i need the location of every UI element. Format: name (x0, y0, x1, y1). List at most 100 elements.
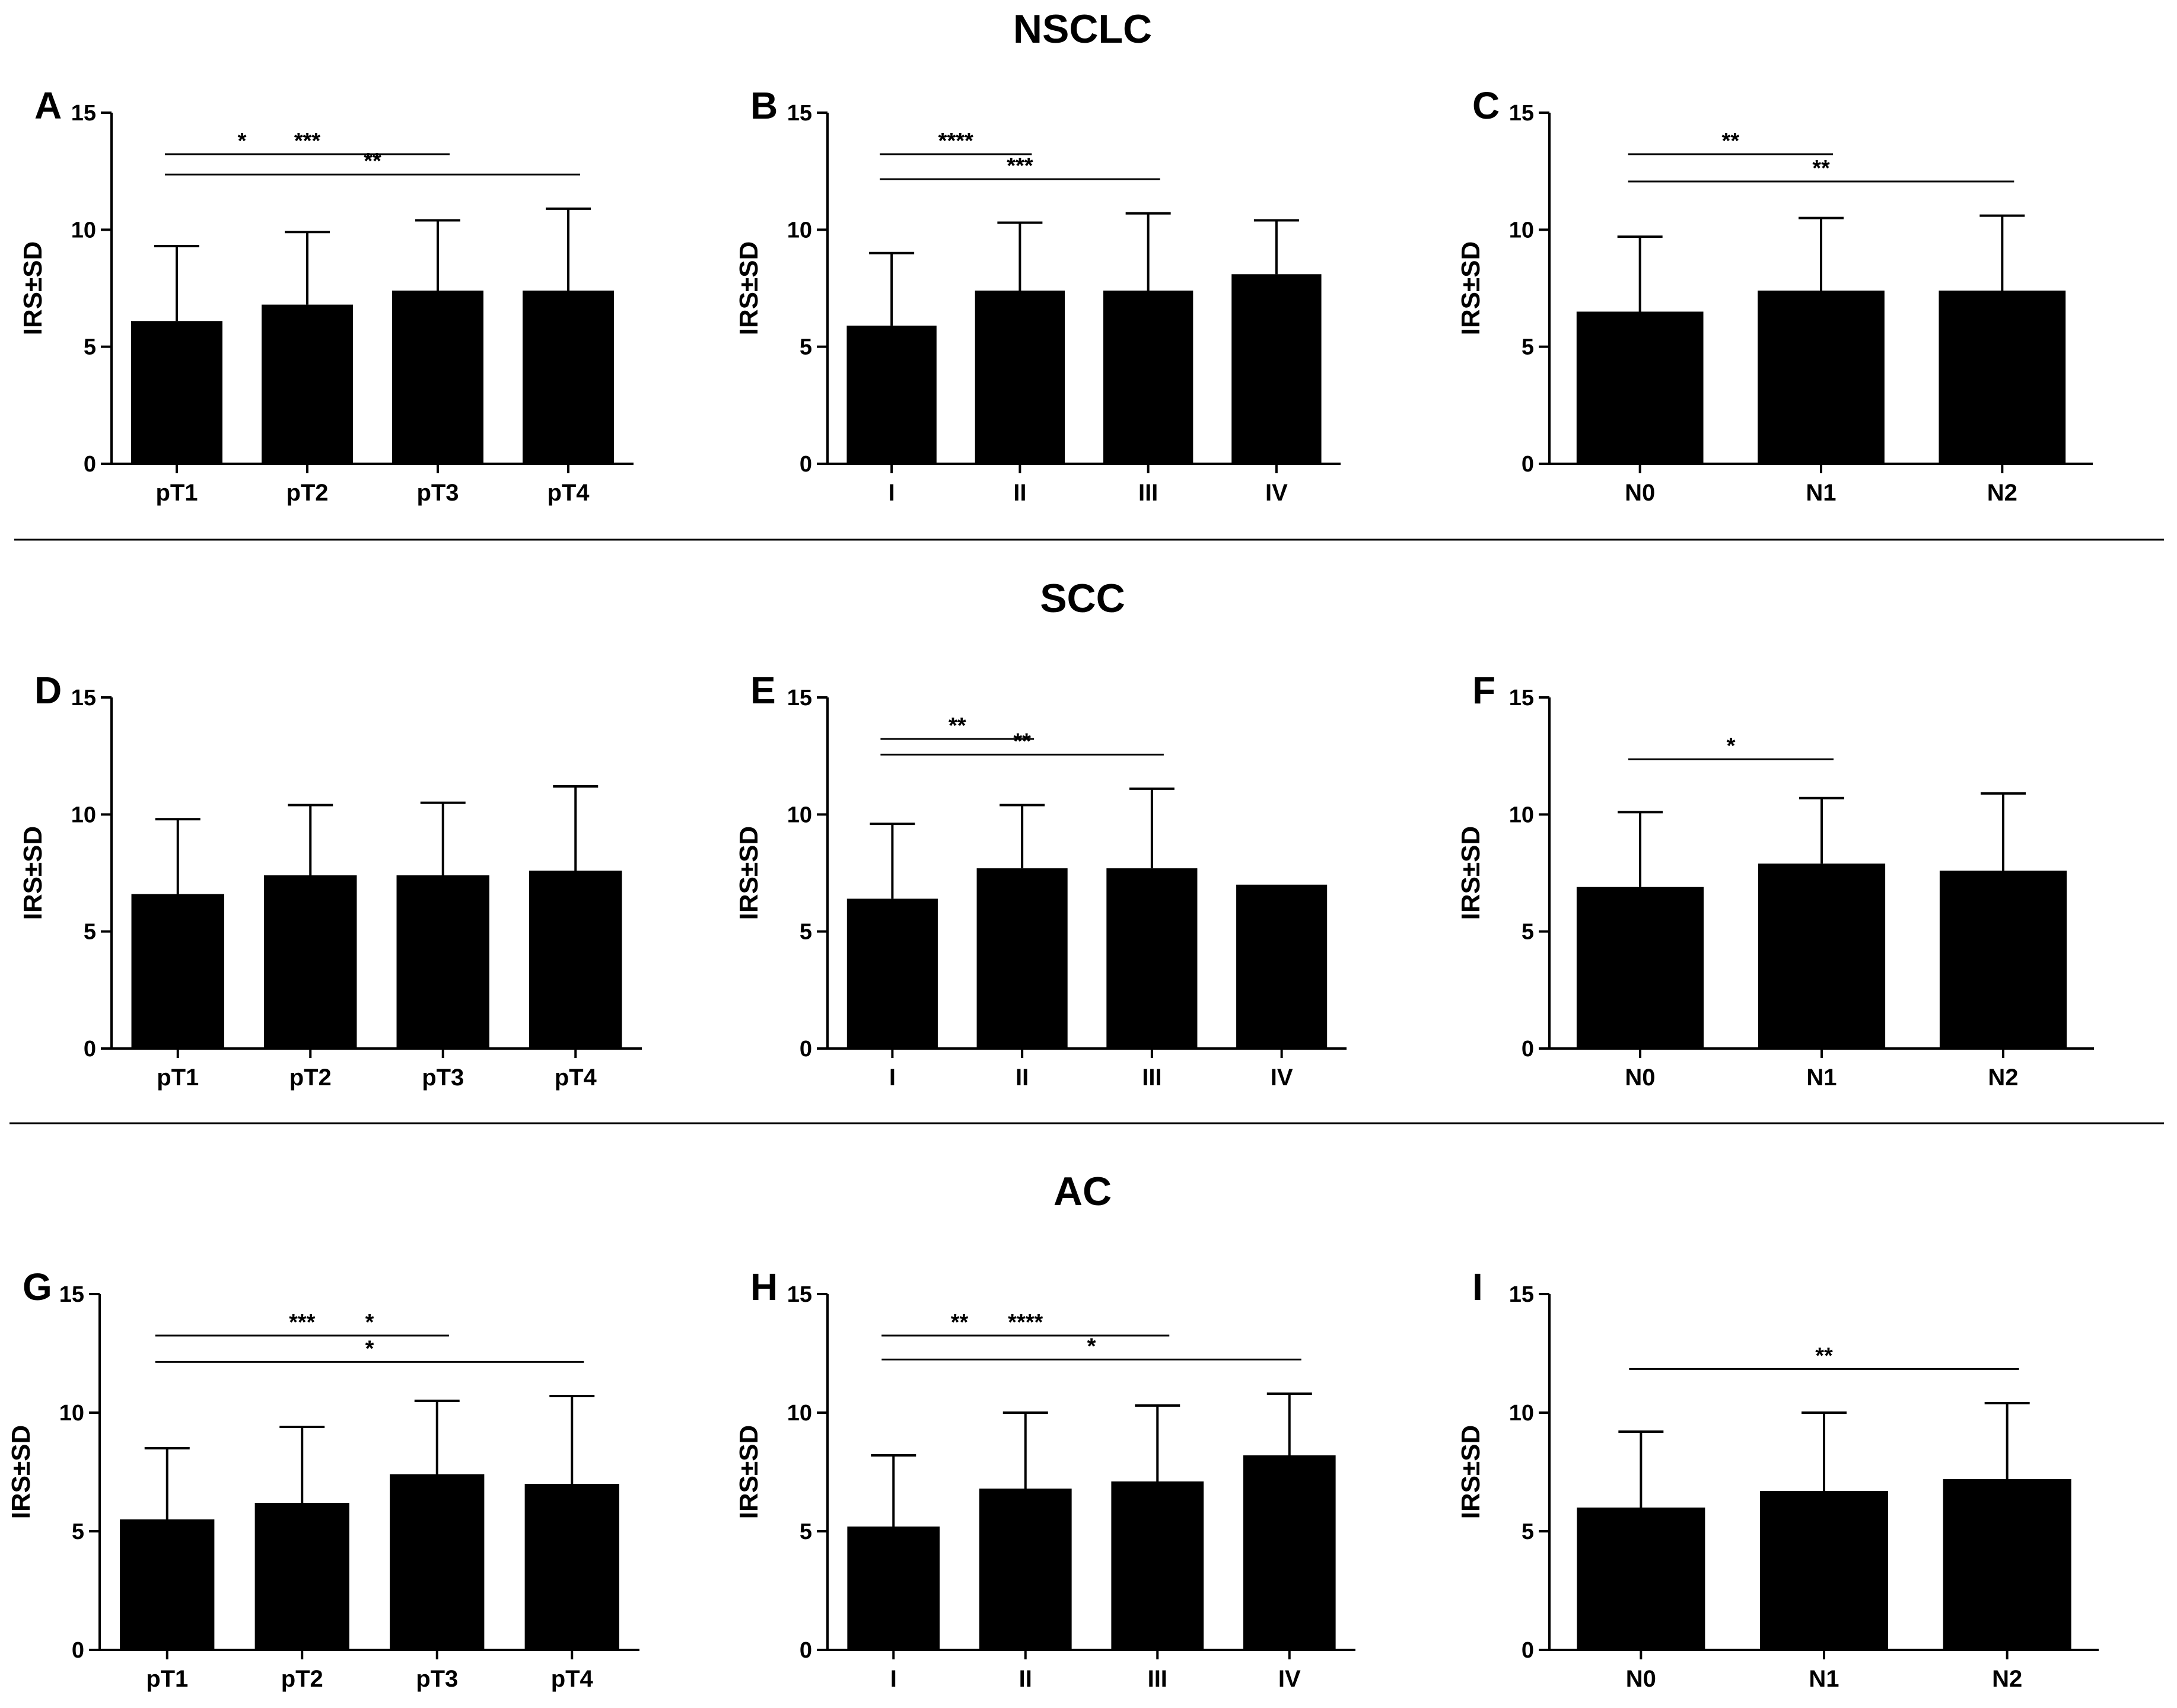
x-tick-label: II (1013, 480, 1026, 506)
y-tick-label: 0 (84, 452, 96, 477)
bar (1758, 290, 1885, 464)
x-tick-label: N2 (1992, 1666, 2022, 1692)
x-tick-label: pT1 (146, 1666, 188, 1692)
y-tick-label: 10 (1509, 802, 1534, 827)
x-tick-label: N2 (1988, 1065, 2018, 1091)
panel-letter: G (23, 1266, 52, 1308)
significance-label: * (1087, 1334, 1096, 1359)
bar (1939, 290, 2066, 464)
section-title-nsclc: NSCLC (1013, 7, 1152, 52)
x-tick-label: N0 (1625, 1065, 1655, 1091)
x-tick-label: pT4 (555, 1065, 597, 1091)
x-tick-label: pT4 (547, 480, 590, 506)
bar (131, 321, 222, 464)
bar (392, 290, 483, 464)
significance-label: ** (1815, 1343, 1833, 1368)
bar (847, 1527, 940, 1650)
y-tick-label: 0 (1522, 1638, 1534, 1663)
y-tick-label: 5 (800, 920, 812, 945)
y-axis-label: IRS±SD (734, 1425, 763, 1519)
y-tick-label: 0 (1522, 452, 1534, 477)
panel-letter: B (750, 84, 778, 127)
x-tick-label: N1 (1806, 480, 1836, 506)
y-axis-label: IRS±SD (734, 241, 763, 336)
x-tick-label: pT4 (551, 1666, 594, 1692)
y-tick-label: 10 (787, 1401, 812, 1426)
panel-letter: F (1472, 669, 1495, 712)
x-tick-label: pT2 (281, 1666, 323, 1692)
bar (264, 875, 357, 1049)
significance-label: *** (1007, 154, 1033, 179)
x-tick-label: III (1148, 1666, 1167, 1692)
y-tick-label: 10 (71, 802, 96, 827)
x-tick-label: I (889, 1065, 896, 1091)
y-tick-label: 0 (800, 1638, 812, 1663)
y-tick-label: 15 (59, 1282, 84, 1307)
y-tick-label: 5 (72, 1519, 84, 1544)
significance-label: ** (951, 1310, 969, 1335)
bar (120, 1519, 215, 1650)
y-axis-label: IRS±SD (1456, 1425, 1485, 1519)
significance-label: ** (1722, 129, 1740, 154)
bar (524, 1484, 619, 1650)
bar (396, 875, 489, 1049)
significance-label: ** (1013, 729, 1031, 754)
panel-letter: I (1472, 1266, 1483, 1308)
x-tick-label: III (1142, 1065, 1161, 1091)
chart-panel-d: D 0 5 10 15 IRS±SD pT1 pT2 pT3 pT4 (18, 669, 642, 1091)
significance-label: ** (949, 713, 966, 738)
x-tick-label: I (890, 1666, 897, 1692)
bar (1577, 1508, 1705, 1650)
y-tick-label: 5 (1522, 1519, 1534, 1544)
x-tick-label: N0 (1626, 1666, 1656, 1692)
y-tick-label: 10 (1509, 218, 1534, 243)
y-tick-label: 15 (787, 686, 812, 710)
bar (262, 304, 353, 464)
section-title-scc: SCC (1040, 576, 1125, 621)
y-tick-label: 10 (1509, 1401, 1534, 1426)
y-tick-label: 10 (787, 802, 812, 827)
significance-label: ** (364, 149, 381, 174)
bar (1943, 1479, 2071, 1650)
section-title-ac: AC (1054, 1169, 1112, 1214)
bar (1243, 1455, 1336, 1650)
y-tick-label: 15 (1509, 1282, 1534, 1307)
y-tick-label: 15 (1509, 101, 1534, 126)
panel-letter: H (750, 1266, 778, 1308)
x-tick-label: IV (1271, 1065, 1293, 1091)
panel-letter: D (34, 669, 62, 712)
x-tick-label: III (1138, 480, 1158, 506)
significance-label: * (365, 1336, 374, 1361)
bar (1231, 274, 1322, 464)
y-tick-label: 5 (800, 335, 812, 360)
bar (1106, 868, 1198, 1049)
y-axis-label: IRS±SD (1456, 241, 1485, 336)
bar (1576, 887, 1704, 1049)
x-tick-label: I (889, 480, 895, 506)
bar (976, 868, 1068, 1049)
bar (846, 898, 938, 1049)
y-tick-label: 0 (84, 1037, 96, 1062)
y-axis-label: IRS±SD (734, 826, 763, 920)
y-axis-label: IRS±SD (1456, 826, 1485, 920)
x-tick-label: pT1 (157, 1065, 199, 1091)
y-tick-label: 0 (800, 452, 812, 477)
x-tick-label: N2 (1987, 480, 2017, 506)
x-tick-label: II (1019, 1666, 1032, 1692)
bar (1111, 1481, 1204, 1650)
x-tick-label: pT3 (416, 1666, 458, 1692)
bar (529, 871, 622, 1049)
x-tick-label: N1 (1806, 1065, 1837, 1091)
bar (254, 1503, 349, 1650)
bar (1236, 884, 1328, 1049)
bar (846, 326, 937, 464)
significance-label: *** (294, 129, 321, 154)
y-tick-label: 15 (1509, 686, 1534, 710)
x-tick-label: II (1016, 1065, 1029, 1091)
y-tick-label: 0 (800, 1037, 812, 1062)
significance-label: * (365, 1310, 374, 1335)
